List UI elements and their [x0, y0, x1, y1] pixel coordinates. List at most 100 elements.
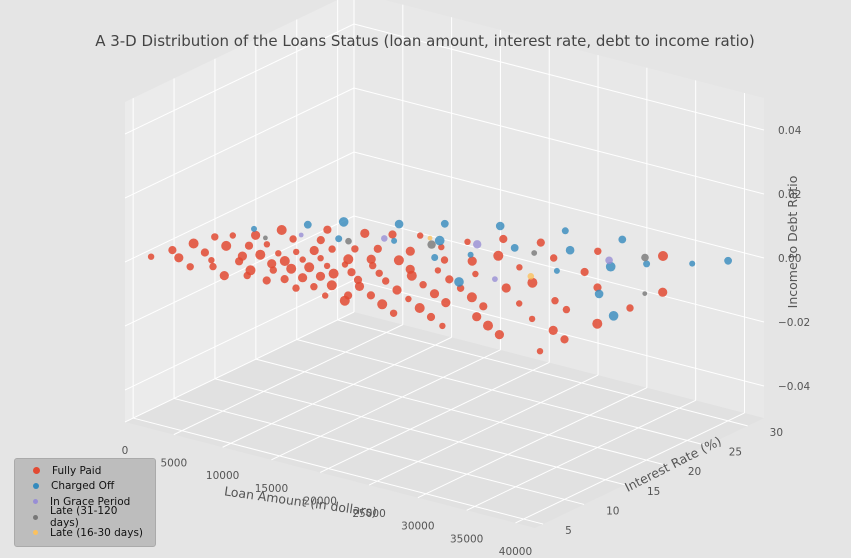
data-point — [345, 237, 352, 245]
data-point — [434, 235, 445, 246]
data-point — [406, 270, 417, 281]
x-tick-label: 5000 — [160, 458, 187, 470]
legend-item-late-31-120: Late (31-120 days) — [21, 505, 149, 529]
data-point — [516, 300, 523, 307]
data-points — [147, 217, 732, 355]
data-point — [377, 299, 388, 310]
data-point — [310, 283, 318, 291]
data-point — [536, 238, 545, 247]
legend-marker — [33, 514, 38, 520]
data-point — [373, 244, 382, 253]
data-point — [493, 250, 504, 261]
data-point — [267, 259, 277, 269]
data-point — [548, 325, 558, 335]
data-point — [494, 330, 504, 340]
data-point — [251, 225, 257, 232]
data-point — [286, 263, 297, 274]
legend-label: Fully Paid — [52, 464, 102, 477]
z-tick-label: 0.02 — [778, 189, 801, 201]
data-point — [200, 248, 209, 257]
z-tick-label: 0.04 — [778, 125, 802, 137]
data-point — [219, 271, 229, 281]
data-point — [553, 267, 560, 274]
z-gridline — [353, 151, 765, 259]
data-point — [405, 295, 412, 303]
data-point — [592, 318, 603, 329]
legend-item-late-16-30: Late (16-30 days) — [21, 525, 149, 541]
data-point — [467, 251, 474, 258]
data-point — [221, 240, 232, 251]
legend-label: Charged Off — [51, 480, 115, 493]
data-point — [168, 246, 177, 255]
y-gridline — [214, 378, 626, 486]
y-tick-label: 20 — [688, 466, 701, 478]
x-tick-label: 10000 — [206, 470, 239, 482]
legend-marker — [33, 483, 39, 490]
x-tick-label: 35000 — [450, 533, 483, 545]
legend: Fully Paid Charged Off In Grace Period L… — [14, 458, 156, 547]
legend-marker — [33, 530, 38, 536]
legend-marker — [33, 499, 38, 505]
data-point — [405, 246, 415, 256]
legend-item-fully-paid: Fully Paid — [21, 463, 149, 479]
data-point — [328, 268, 339, 279]
data-point — [641, 253, 649, 262]
y-gridline — [296, 339, 707, 446]
data-point — [381, 235, 388, 242]
x-tick-label: 0 — [122, 445, 129, 457]
data-point — [209, 262, 217, 271]
y-gridline — [255, 358, 666, 466]
legend-label: Late (16-30 days) — [50, 526, 144, 539]
data-point — [389, 309, 398, 317]
data-point — [251, 230, 261, 240]
data-point — [322, 292, 329, 299]
legend-item-charged-off: Charged Off — [21, 479, 149, 495]
back-wall-pane — [354, 0, 764, 418]
data-point — [439, 322, 446, 330]
data-point — [255, 249, 266, 260]
tick-labels: 0 5000 10000 15000 20000 25000 30000 35000 40000… — [122, 125, 811, 558]
data-point — [724, 256, 732, 265]
data-point — [244, 241, 254, 250]
data-point — [298, 232, 304, 238]
data-point — [438, 243, 445, 251]
data-point — [208, 257, 215, 264]
data-point — [341, 261, 349, 268]
data-point — [388, 230, 397, 239]
x-tick-label: 40000 — [499, 546, 532, 558]
data-point — [527, 277, 538, 288]
data-point — [186, 263, 194, 271]
data-point — [316, 236, 325, 245]
data-point — [472, 270, 479, 278]
data-point — [434, 267, 442, 274]
data-point — [229, 232, 236, 239]
data-point — [605, 261, 616, 272]
data-point — [536, 348, 544, 355]
data-point — [366, 291, 375, 300]
y-gridline — [133, 417, 544, 525]
data-point — [147, 253, 155, 260]
data-point — [243, 271, 251, 280]
y-tick-label: 15 — [647, 486, 660, 498]
data-point — [326, 280, 337, 291]
y-tick-label: 25 — [729, 447, 742, 459]
data-point — [580, 267, 589, 277]
x-gridline — [271, 349, 501, 461]
data-point — [382, 277, 390, 285]
data-point — [299, 256, 306, 263]
data-point — [593, 283, 602, 292]
data-point — [510, 244, 519, 252]
data-point — [565, 245, 575, 255]
data-point — [472, 312, 482, 322]
data-point — [347, 268, 356, 277]
data-point — [289, 235, 297, 243]
data-point — [642, 291, 648, 296]
data-point — [594, 247, 602, 255]
data-point — [276, 225, 287, 235]
data-point — [658, 251, 668, 261]
data-point — [328, 245, 336, 253]
data-point — [479, 302, 488, 311]
data-point — [235, 257, 244, 266]
x-axis-label: Loan Amount (in dollars) — [223, 483, 378, 519]
